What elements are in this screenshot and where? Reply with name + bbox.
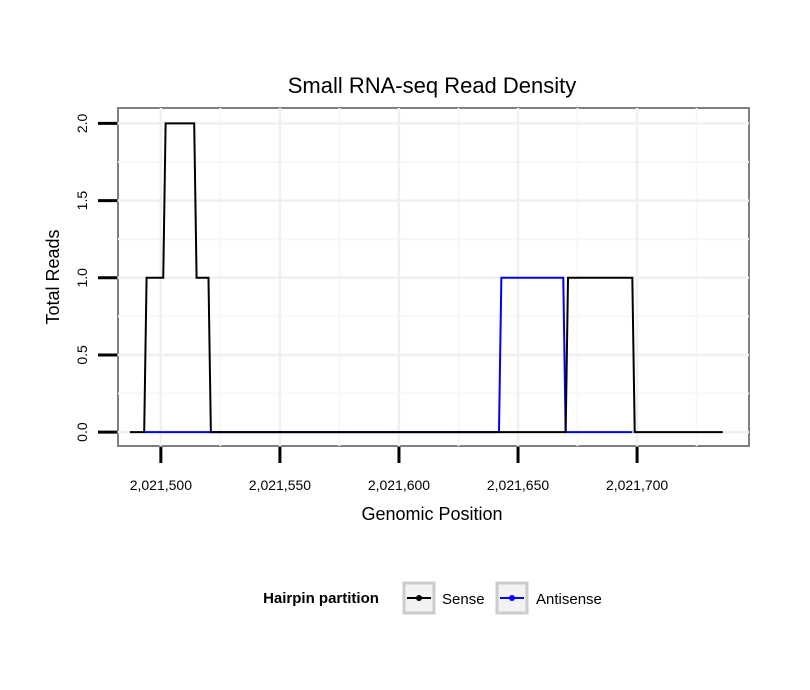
legend-marker-antisense: [509, 595, 515, 601]
legend-title: Hairpin partition: [263, 590, 379, 607]
y-axis: 0.0 0.5 1.0 1.5 2.0: [74, 113, 117, 442]
chart-title: Small RNA-seq Read Density: [288, 73, 577, 98]
legend: Hairpin partition Sense Antisense: [263, 581, 602, 615]
series-line-sense: [129, 122, 723, 434]
x-axis: 2,021,500 2,021,550 2,021,600 2,021,650 2,02…: [130, 447, 668, 493]
legend-label-antisense: Antisense: [536, 591, 602, 608]
y-tick-label: 1.0: [74, 268, 90, 288]
x-tick-label: 2,021,500: [130, 477, 192, 493]
y-tick-label: 0.5: [74, 345, 90, 365]
x-axis-title: Genomic Position: [361, 504, 502, 524]
y-tick-label: 2.0: [74, 113, 90, 133]
x-tick-label: 2,021,700: [606, 477, 668, 493]
x-tick-label: 2,021,650: [487, 477, 549, 493]
legend-label-sense: Sense: [442, 591, 485, 608]
y-tick-label: 1.5: [74, 191, 90, 211]
legend-marker-sense: [416, 595, 422, 601]
x-tick-label: 2,021,600: [368, 477, 430, 493]
series-layer: [129, 122, 723, 434]
y-axis-title: Total Reads: [43, 229, 63, 324]
y-tick-label: 0.0: [74, 422, 90, 442]
x-tick-label: 2,021,550: [249, 477, 311, 493]
